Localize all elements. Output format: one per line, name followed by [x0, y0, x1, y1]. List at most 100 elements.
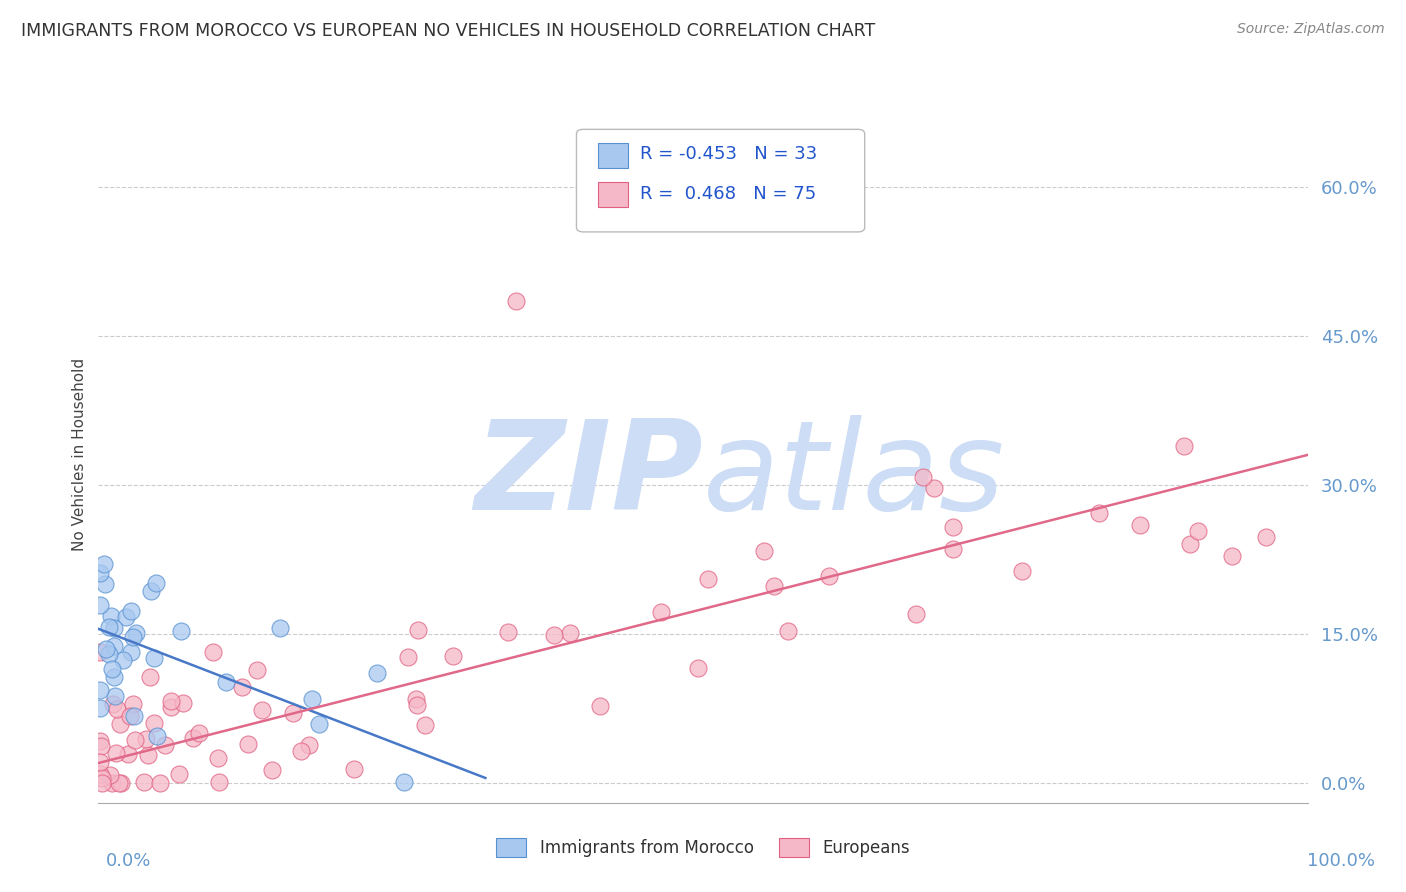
Point — [145, 575, 167, 590]
Point — [308, 717, 330, 731]
Point — [1178, 537, 1201, 551]
Point — [100, 609, 122, 624]
Point — [543, 628, 565, 642]
Point — [301, 692, 323, 706]
Point — [207, 751, 229, 765]
Point — [121, 630, 143, 644]
Point — [688, 661, 710, 675]
Point — [650, 605, 672, 619]
Point — [124, 732, 146, 747]
Point — [1187, 524, 1209, 538]
Point — [236, 737, 259, 751]
Point — [1222, 549, 1244, 563]
Point — [215, 675, 238, 690]
Point — [98, 768, 121, 782]
Point — [181, 731, 204, 745]
Point — [1011, 564, 1033, 578]
Point — [125, 626, 148, 640]
Point — [904, 607, 927, 622]
Point — [90, 739, 112, 753]
Point — [763, 579, 786, 593]
Point — [145, 729, 167, 743]
Point — [269, 621, 291, 635]
Text: 100.0%: 100.0% — [1308, 852, 1375, 870]
Point — [754, 543, 776, 558]
Point — [132, 775, 155, 789]
Point — [103, 640, 125, 654]
Point — [118, 708, 141, 723]
Point — [496, 624, 519, 639]
Text: IMMIGRANTS FROM MOROCCO VS EUROPEAN NO VEHICLES IN HOUSEHOLD CORRELATION CHART: IMMIGRANTS FROM MOROCCO VS EUROPEAN NO V… — [21, 22, 876, 40]
Point — [139, 670, 162, 684]
Point — [93, 557, 115, 571]
Point — [408, 623, 430, 637]
Point — [121, 697, 143, 711]
Point — [778, 624, 800, 638]
Point — [89, 682, 111, 697]
Point — [262, 763, 284, 777]
Point — [922, 482, 945, 496]
Point — [405, 692, 427, 706]
Legend: Immigrants from Morocco, Europeans: Immigrants from Morocco, Europeans — [489, 831, 917, 864]
Point — [366, 666, 388, 681]
Point — [160, 700, 183, 714]
Point — [120, 645, 142, 659]
Point — [589, 699, 612, 714]
Text: 0.0%: 0.0% — [105, 852, 150, 870]
Point — [97, 648, 120, 662]
Point — [104, 746, 127, 760]
Point — [104, 690, 127, 704]
Point — [1129, 518, 1152, 533]
Point — [246, 663, 269, 677]
Point — [110, 776, 132, 790]
Point — [818, 568, 841, 582]
Point — [231, 680, 253, 694]
Point — [89, 566, 111, 581]
Point — [1088, 506, 1111, 520]
Point — [89, 756, 111, 770]
Point — [142, 715, 165, 730]
Point — [100, 776, 122, 790]
Point — [250, 703, 273, 717]
Point — [159, 694, 181, 708]
Point — [149, 776, 172, 790]
Point — [105, 702, 128, 716]
Point — [90, 771, 112, 785]
Point — [115, 609, 138, 624]
Point — [135, 732, 157, 747]
Point — [153, 739, 176, 753]
Point — [89, 700, 111, 714]
Point — [405, 698, 427, 712]
Point — [1173, 439, 1195, 453]
Point — [1254, 530, 1277, 544]
Point — [100, 662, 122, 676]
Point — [187, 726, 209, 740]
Text: atlas: atlas — [703, 416, 1005, 536]
Point — [122, 708, 145, 723]
Point — [91, 776, 114, 790]
Point — [89, 767, 111, 781]
Point — [697, 572, 720, 586]
Point — [89, 645, 111, 659]
Y-axis label: No Vehicles in Household: No Vehicles in Household — [72, 359, 87, 551]
Point — [208, 774, 231, 789]
Point — [139, 583, 162, 598]
Point — [97, 620, 120, 634]
Text: Source: ZipAtlas.com: Source: ZipAtlas.com — [1237, 22, 1385, 37]
Point — [942, 541, 965, 556]
Point — [117, 747, 139, 761]
Point — [89, 599, 111, 613]
Point — [94, 641, 117, 656]
Point — [201, 645, 224, 659]
Text: ZIP: ZIP — [474, 416, 703, 536]
Text: R = -0.453   N = 33: R = -0.453 N = 33 — [640, 145, 817, 163]
Point — [290, 744, 312, 758]
Point — [283, 706, 305, 720]
Point — [169, 767, 191, 781]
Point — [343, 763, 366, 777]
Point — [942, 519, 965, 533]
Point — [108, 776, 131, 790]
Point — [136, 747, 159, 762]
Point — [103, 621, 125, 635]
Point — [170, 624, 193, 638]
